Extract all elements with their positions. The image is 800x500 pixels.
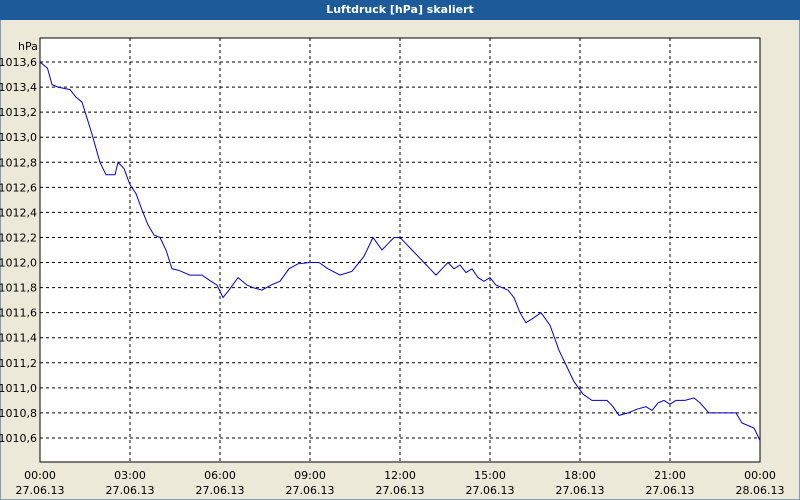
y-tick-label: 1011,6 [0,307,37,320]
y-tick-label: 1013,4 [0,81,37,94]
x-tick-time: 12:00 [384,469,416,482]
y-tick-label: 1012,8 [0,156,37,169]
x-tick-time: 18:00 [564,469,596,482]
y-tick-label: 1013,6 [0,56,37,69]
x-tick-time: 09:00 [294,469,326,482]
x-tick-time: 15:00 [474,469,506,482]
y-tick-label: 1013,0 [0,131,37,144]
y-tick-label: 1012,4 [0,206,37,219]
chart-title: Luftdruck [hPa] skaliert [0,0,800,20]
x-tick-time: 21:00 [654,469,686,482]
x-tick-date: 27.06.13 [286,484,335,497]
grid-lines [40,38,760,462]
x-tick-date: 27.06.13 [646,484,695,497]
y-axis-ticks: 1010,6 1010,8 1011,0 1011,2 1011,4 1011,6 1011… [0,56,37,445]
x-axis-ticks: 00:00 27.06.13 03:00 27.06.13 06:00 27.06.13 0… [16,469,785,497]
y-tick-label: 1011,0 [0,382,37,395]
x-tick-date: 27.06.13 [106,484,155,497]
x-tick-time: 00:00 [744,469,776,482]
x-tick-date: 28.06.13 [736,484,785,497]
y-tick-label: 1011,8 [0,282,37,295]
y-tick-label: 1012,0 [0,257,37,270]
pressure-series-line [39,61,761,441]
y-tick-label: 1012,6 [0,181,37,194]
x-tick-date: 27.06.13 [16,484,65,497]
y-axis-label: hPa [18,40,38,53]
x-tick-time: 00:00 [24,469,56,482]
x-tick-date: 27.06.13 [196,484,245,497]
x-tick-time: 03:00 [114,469,146,482]
y-tick-label: 1010,8 [0,407,37,420]
x-tick-date: 27.06.13 [376,484,425,497]
y-tick-label: 1013,2 [0,106,37,119]
x-tick-date: 27.06.13 [466,484,515,497]
y-tick-label: 1012,2 [0,231,37,244]
y-tick-label: 1011,4 [0,332,37,345]
y-tick-label: 1010,6 [0,432,37,445]
x-tick-date: 27.06.13 [556,484,605,497]
x-tick-time: 06:00 [204,469,236,482]
y-tick-label: 1011,2 [0,357,37,370]
